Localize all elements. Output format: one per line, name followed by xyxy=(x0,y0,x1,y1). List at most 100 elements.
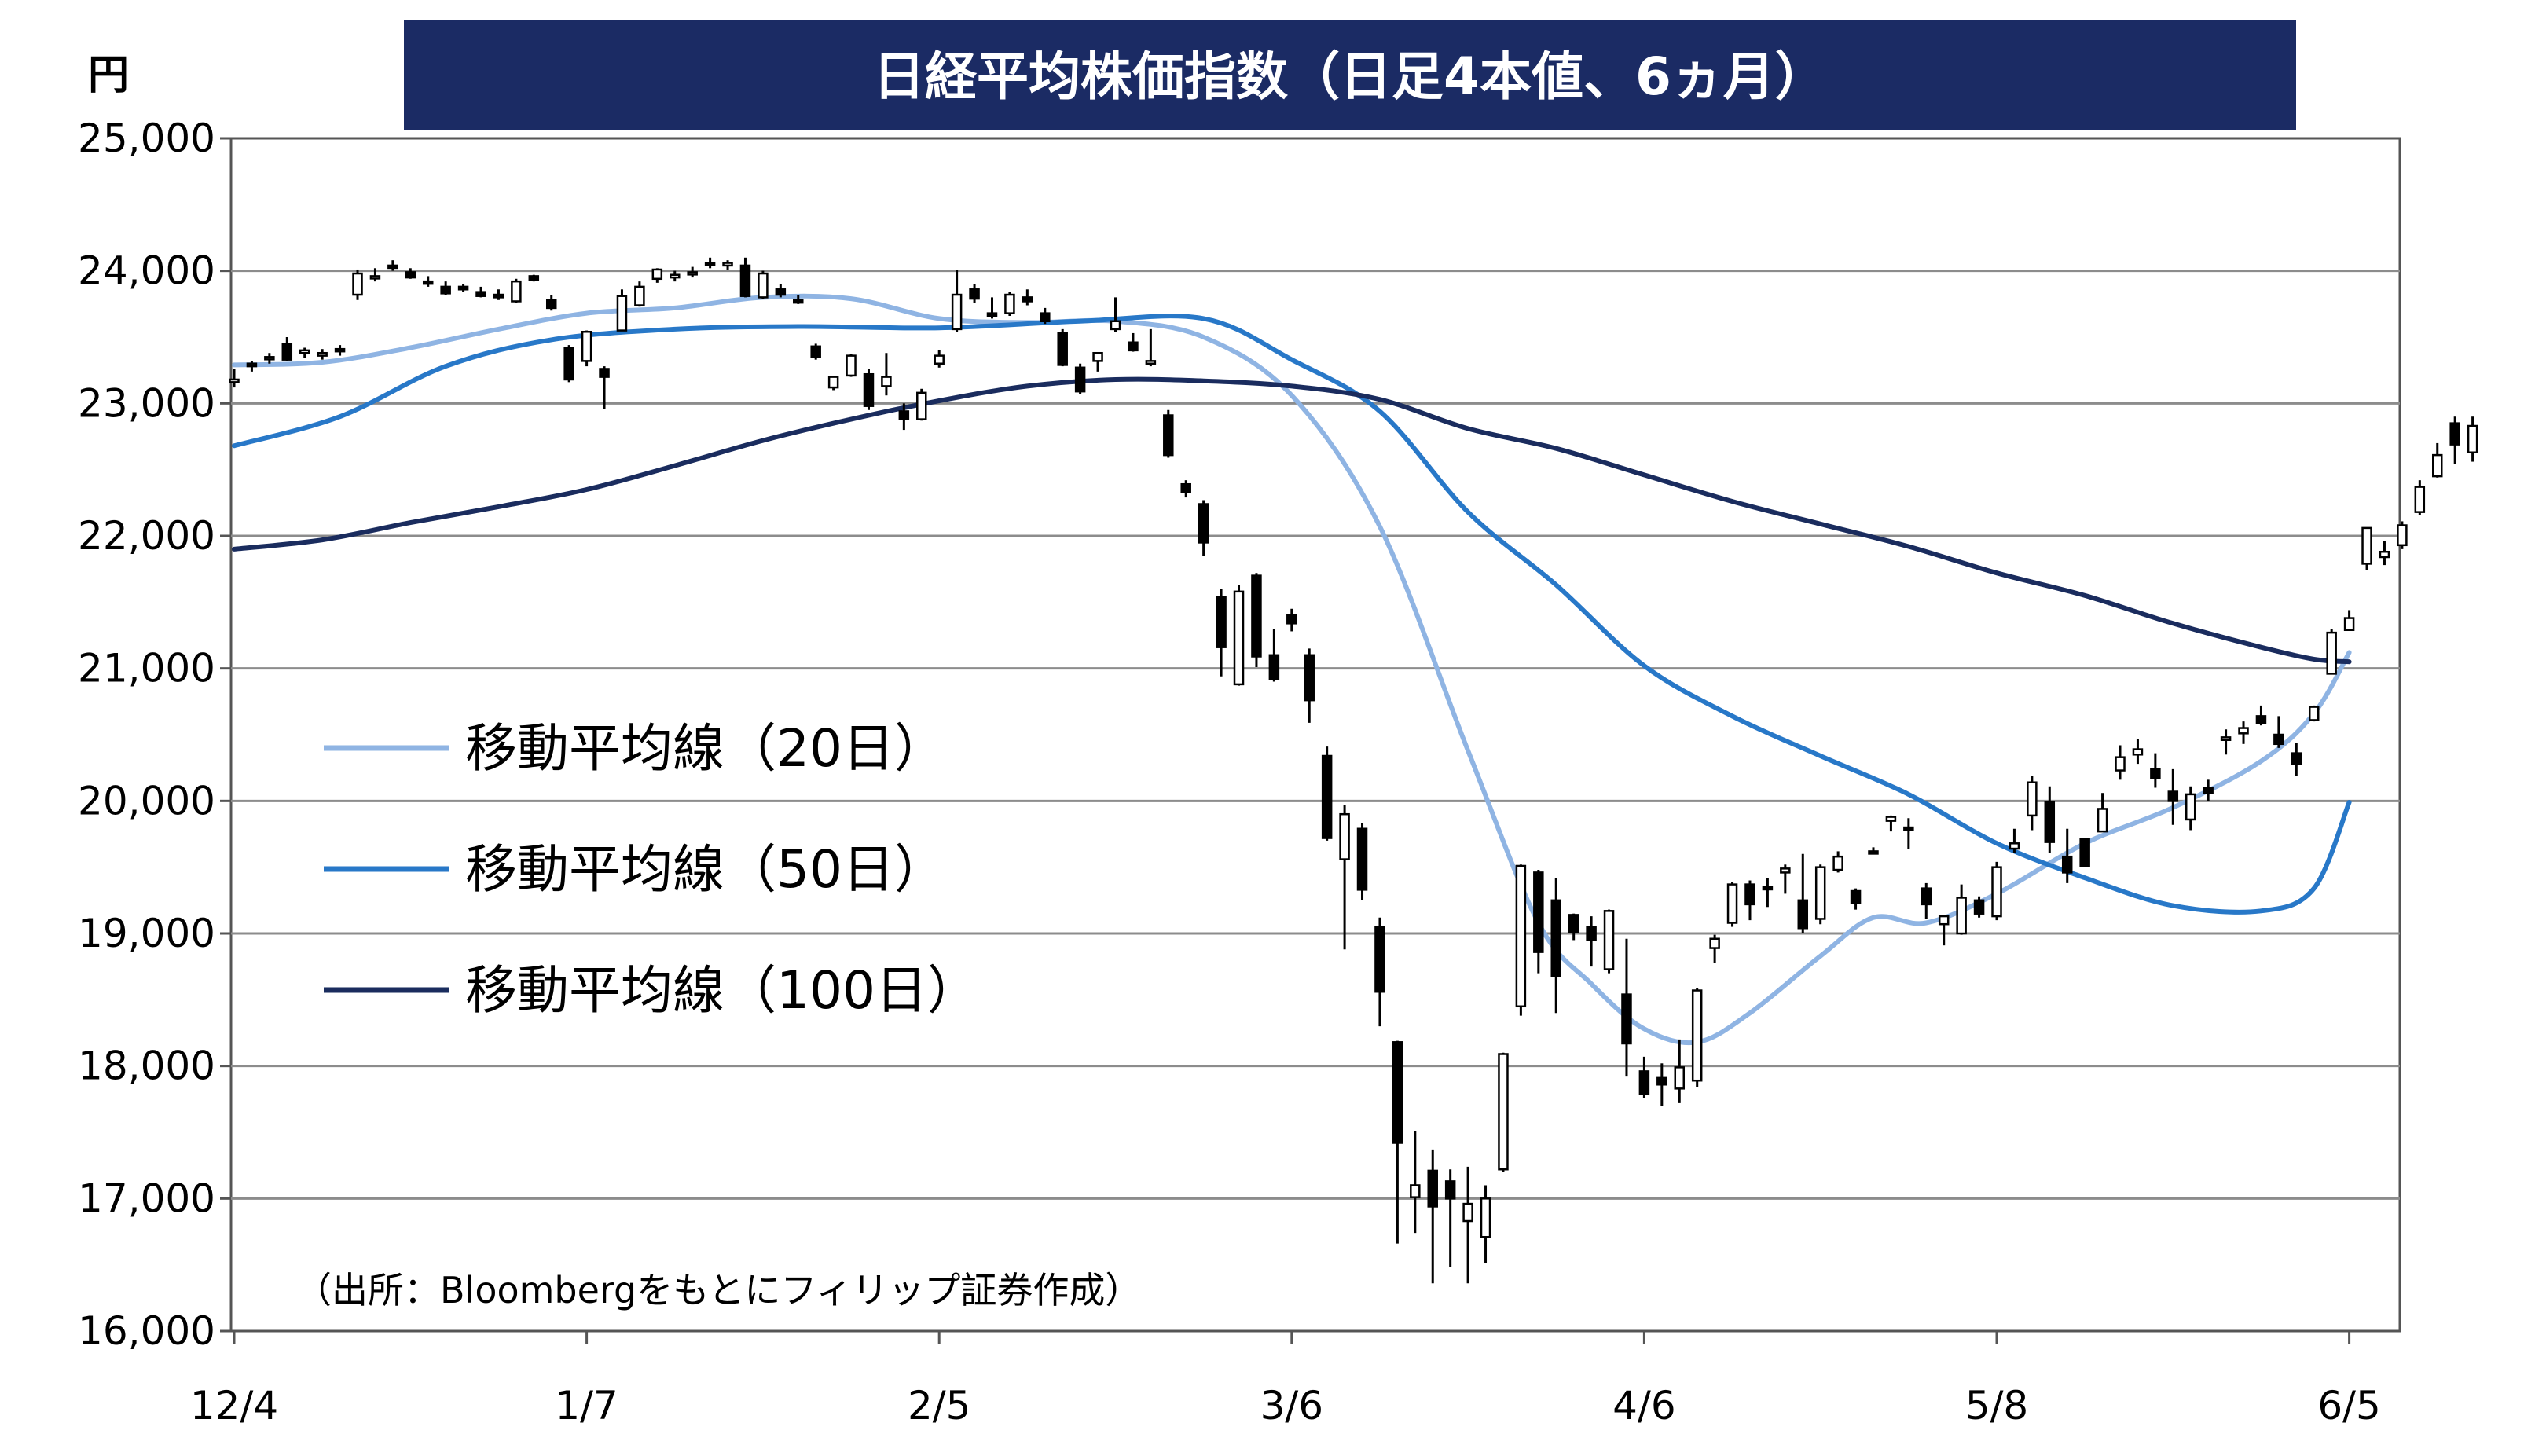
candlestick xyxy=(1268,629,1280,682)
candle-body xyxy=(2061,855,2073,874)
y-tick-label: 19,000 xyxy=(78,911,215,956)
candlestick xyxy=(2255,705,2267,726)
y-tick-label: 24,000 xyxy=(78,248,215,294)
candle-body xyxy=(1603,910,1615,970)
candlestick xyxy=(1128,332,1139,352)
candle-body xyxy=(1921,887,1932,906)
legend: 移動平均線（20日） 移動平均線（50日） 移動平均線（100日） xyxy=(324,718,979,1021)
candlestick xyxy=(1938,915,1950,946)
candlestick xyxy=(1251,573,1262,667)
candlestick xyxy=(1744,880,1755,921)
y-tick-label: 16,000 xyxy=(78,1308,215,1354)
ma100-line xyxy=(232,376,2352,665)
candlestick xyxy=(1180,480,1191,498)
candle-body xyxy=(581,331,592,362)
candle-body xyxy=(1973,899,1985,915)
candle-body xyxy=(563,347,574,381)
candlestick xyxy=(369,268,381,282)
candlestick xyxy=(563,345,574,383)
candlestick xyxy=(352,269,363,300)
candle-body xyxy=(1938,915,1950,926)
candlestick xyxy=(2185,786,2196,831)
candlestick xyxy=(1040,307,1051,325)
candlestick xyxy=(246,361,258,372)
candlestick xyxy=(2449,416,2460,464)
candlestick xyxy=(1973,896,1985,918)
candle-body xyxy=(934,354,945,365)
candlestick xyxy=(1780,864,1791,894)
candlestick xyxy=(827,376,839,391)
candle-body xyxy=(1180,482,1191,493)
candlestick xyxy=(2273,716,2284,748)
y-tick-label: 25,000 xyxy=(78,116,215,161)
candle-body xyxy=(511,280,522,303)
candlestick xyxy=(1374,917,1385,1027)
candlestick xyxy=(2379,541,2390,566)
candle-body xyxy=(457,285,469,291)
candle-body xyxy=(1709,937,1720,949)
candlestick xyxy=(704,257,716,269)
candlestick xyxy=(2097,793,2108,833)
candlestick xyxy=(1233,585,1245,686)
candle-body xyxy=(1956,897,1967,935)
ma20-line xyxy=(232,293,2352,1046)
candle-body xyxy=(317,351,328,357)
candle-body xyxy=(827,376,839,389)
candle-body xyxy=(334,347,346,353)
grid-lines xyxy=(231,270,2400,1200)
candle-body xyxy=(599,368,610,378)
candle-body xyxy=(951,293,963,331)
candle-body xyxy=(1128,341,1139,352)
candlestick xyxy=(986,297,998,319)
candlestick xyxy=(475,286,486,298)
candle-body xyxy=(1004,293,1015,314)
candlestick xyxy=(422,276,434,287)
candle-body xyxy=(1550,899,1561,977)
candle-body xyxy=(2467,424,2478,453)
x-tick-label: 12/4 xyxy=(190,1383,278,1428)
candle-body xyxy=(1762,886,1774,891)
legend-label-ma100: 移動平均線（100日） xyxy=(465,960,979,1021)
candlestick xyxy=(634,281,645,307)
candlestick xyxy=(2326,629,2337,675)
candlestick xyxy=(616,289,628,332)
source-note: （出所：Bloombergをもとにフィリップ証券作成） xyxy=(295,1269,1141,1311)
title-banner xyxy=(404,20,2296,130)
candlestick xyxy=(1286,608,1297,632)
candlestick xyxy=(317,349,328,360)
candle-body xyxy=(352,272,363,296)
candlestick xyxy=(1903,818,1914,849)
candle-body xyxy=(2220,736,2232,741)
candle-body xyxy=(2291,752,2302,765)
candlestick xyxy=(528,274,540,282)
candlestick xyxy=(2291,743,2302,776)
candle-body xyxy=(1286,614,1297,625)
candle-body xyxy=(2326,631,2337,675)
legend-label-ma20: 移動平均線（20日） xyxy=(465,718,946,779)
candlestick xyxy=(1656,1063,1667,1106)
candlestick xyxy=(2308,705,2320,722)
candle-body xyxy=(722,262,733,267)
candlestick xyxy=(511,278,522,303)
candle-body xyxy=(281,343,293,361)
candle-body xyxy=(1586,926,1597,941)
candlestick xyxy=(1410,1131,1421,1234)
legend-label-ma50: 移動平均線（50日） xyxy=(465,839,946,900)
candle-body xyxy=(793,299,804,304)
candlestick xyxy=(687,266,698,278)
candle-body xyxy=(687,271,698,276)
candle-body xyxy=(387,264,398,270)
moving-average-lines xyxy=(232,293,2352,1046)
candle-body xyxy=(1110,320,1121,331)
x-tick-label: 2/5 xyxy=(908,1383,970,1428)
candlestick xyxy=(722,260,733,270)
candle-body xyxy=(775,288,787,296)
candlestick xyxy=(1956,884,1967,935)
candlestick xyxy=(1022,289,1033,306)
candlestick xyxy=(934,350,945,368)
candlestick xyxy=(1074,363,1086,394)
candle-body xyxy=(229,378,240,383)
candlestick xyxy=(1004,292,1015,317)
